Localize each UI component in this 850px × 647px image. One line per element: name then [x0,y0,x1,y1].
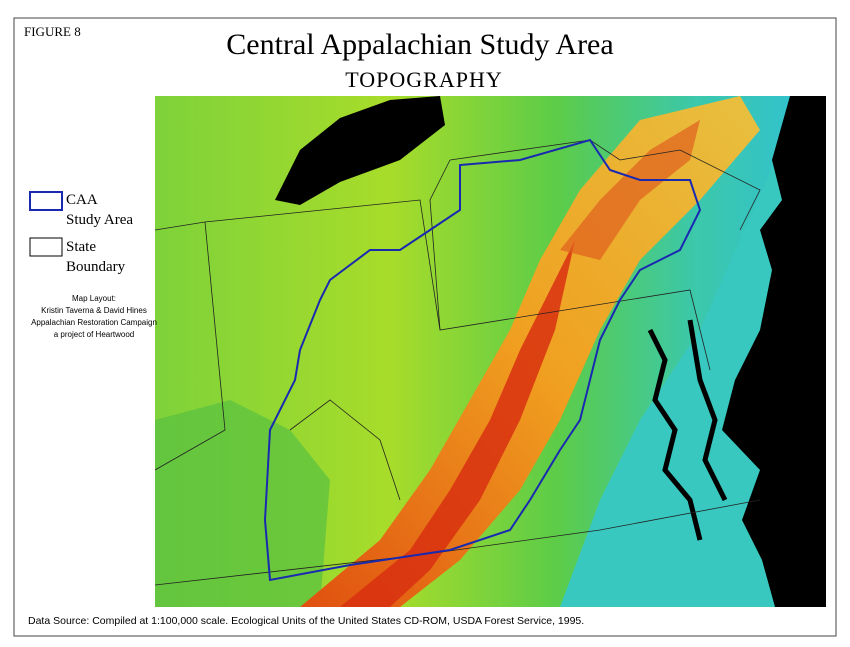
figure-label: FIGURE 8 [24,24,81,39]
legend-label: CAA [66,192,98,208]
legend-label: State [66,239,96,255]
legend-swatch [29,191,63,211]
legend-label: Study Area [66,212,133,228]
title: Central Appalachian Study Area [226,28,613,61]
map [155,96,826,607]
credit: Kristin Taverna & David Hines [41,306,147,315]
legend-swatch [29,237,63,257]
data-source: Data Source: Compiled at 1:100,000 scale… [28,615,584,627]
credit: Map Layout: [72,294,116,303]
legend-label: Boundary [66,259,126,275]
subtitle: TOPOGRAPHY [345,67,503,92]
credit: a project of Heartwood [54,330,135,339]
credit: Appalachian Restoration Campaign [31,318,157,327]
